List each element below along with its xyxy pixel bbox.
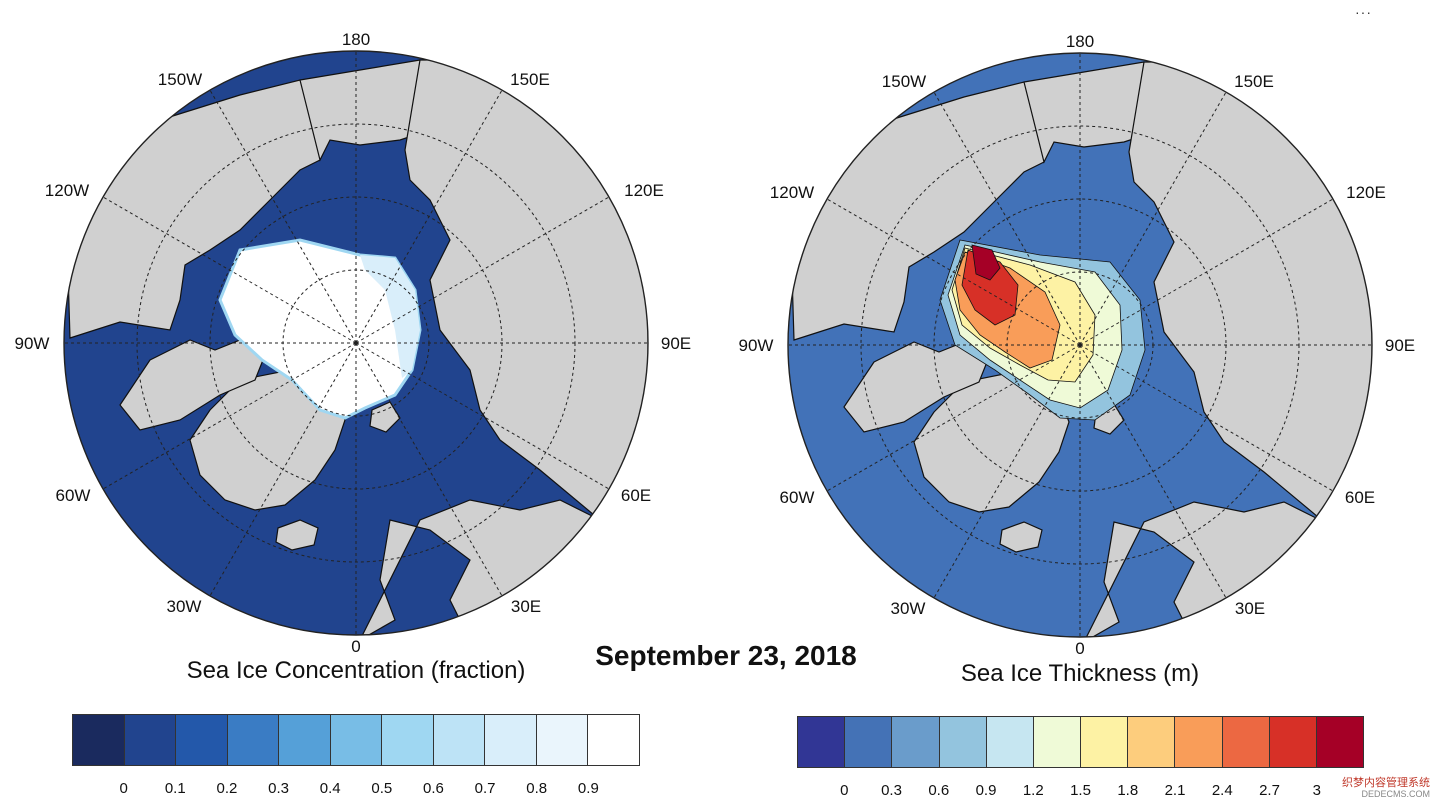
lon-label-180: 180 <box>342 30 370 49</box>
colorbar-swatch <box>382 715 434 765</box>
colorbar-swatch <box>176 715 228 765</box>
colorbar-swatch <box>798 717 846 767</box>
thickness-longitude-labels: 180 150E 120E 90E 60E 30E 0 30W 60W 90W … <box>739 32 1416 658</box>
colorbar-tick-label: 3 <box>1312 782 1321 799</box>
watermark-line1: 织梦内容管理系统 <box>1342 777 1430 789</box>
colorbar-swatch <box>986 717 1034 767</box>
colorbar-swatch <box>124 715 177 765</box>
lon-label-0: 0 <box>351 637 360 656</box>
land-canadian-archipelago <box>843 341 990 433</box>
lon-label-90w: 90W <box>739 336 774 355</box>
colorbar-tick-label: 0.3 <box>881 782 902 799</box>
colorbar-tick-label: 0.3 <box>268 780 289 797</box>
watermark-line2: DEDECMS.COM <box>1361 789 1430 799</box>
colorbar-swatch <box>1033 717 1082 767</box>
thickness-graticule <box>788 53 1372 637</box>
lon-label-90e: 90E <box>661 334 691 353</box>
colorbar-swatch <box>1316 717 1364 767</box>
concentration-graticule <box>64 51 648 635</box>
colorbar-swatch <box>1269 717 1317 767</box>
lon-label-120e: 120E <box>624 181 664 200</box>
watermark: 织梦内容管理系统 DEDECMS.COM <box>1342 778 1430 800</box>
colorbar-tick-label: 0.5 <box>371 780 393 797</box>
lon-label-120e: 120E <box>1346 183 1386 202</box>
thickness-colorbar <box>797 716 1364 768</box>
lon-label-150e: 150E <box>510 70 550 89</box>
colorbar-swatch <box>279 715 331 765</box>
colorbar-swatch <box>73 715 125 765</box>
thickness-map-border <box>787 52 1373 638</box>
land-iceland <box>275 519 319 551</box>
more-options-icon[interactable]: ··· <box>1355 4 1372 20</box>
lon-label-180: 180 <box>1066 32 1094 51</box>
colorbar-tick-label: 2.1 <box>1164 782 1186 799</box>
lon-label-150w: 150W <box>158 70 202 89</box>
colorbar-tick-label: 0.2 <box>216 780 238 797</box>
colorbar-swatch <box>1175 717 1223 767</box>
thickness-title: Sea Ice Thickness (m) <box>960 660 1200 687</box>
colorbar-swatch <box>227 715 280 765</box>
lon-label-60w: 60W <box>56 486 91 505</box>
colorbar-tick-label: 0 <box>840 782 849 799</box>
concentration-title: Sea Ice Concentration (fraction) <box>186 657 526 684</box>
land-iceland <box>999 521 1043 553</box>
colorbar-tick-label: 0.8 <box>526 780 548 797</box>
colorbar-tick-label: 0.4 <box>319 780 341 797</box>
colorbar-tick-label: 1.8 <box>1117 782 1139 799</box>
lon-label-30w: 30W <box>167 597 202 616</box>
thickness-contour-max <box>971 244 1001 281</box>
lon-label-60w: 60W <box>780 488 815 507</box>
colorbar-tick-label: 1.5 <box>1070 782 1091 799</box>
lon-label-90e: 90E <box>1385 336 1415 355</box>
colorbar-swatch <box>433 715 486 765</box>
lon-label-150w: 150W <box>882 72 926 91</box>
lon-label-120w: 120W <box>45 181 89 200</box>
colorbar-tick-label: 0.6 <box>423 780 444 797</box>
land-canadian-archipelago <box>119 339 266 431</box>
colorbar-tick-label: 0.9 <box>975 782 997 799</box>
colorbar-swatch <box>588 715 640 765</box>
colorbar-tick-label: 0.1 <box>164 780 186 797</box>
colorbar-swatch <box>1222 717 1270 767</box>
colorbar-swatch <box>1081 717 1129 767</box>
lon-label-30w: 30W <box>891 599 926 618</box>
colorbar-swatch <box>845 717 893 767</box>
lon-label-60e: 60E <box>1345 488 1375 507</box>
ice-pack-edge <box>360 255 420 378</box>
land-svalbard <box>369 401 401 433</box>
colorbar-swatch <box>536 715 589 765</box>
lon-label-30e: 30E <box>511 597 541 616</box>
concentration-longitude-labels: 180 150E 120E 90E 60E 30E 0 30W 60W 90W … <box>15 30 692 656</box>
colorbar-tick-label: 0 <box>119 780 128 797</box>
lon-label-60e: 60E <box>621 486 651 505</box>
colorbar-tick-label: 2.7 <box>1259 782 1280 799</box>
colorbar-swatch <box>1128 717 1176 767</box>
lon-label-150e: 150E <box>1234 72 1274 91</box>
concentration-map-border <box>63 50 649 636</box>
lon-label-30e: 30E <box>1235 599 1265 618</box>
colorbar-swatch <box>939 717 987 767</box>
colorbar-swatch <box>892 717 940 767</box>
colorbar-swatch <box>485 715 537 765</box>
colorbar-tick-label: 1.2 <box>1022 782 1044 799</box>
lon-label-120w: 120W <box>770 183 814 202</box>
colorbar-swatch <box>330 715 383 765</box>
colorbar-tick-label: 2.4 <box>1211 782 1233 799</box>
lon-label-0: 0 <box>1075 639 1084 658</box>
colorbar-tick-label: 0.9 <box>577 780 599 797</box>
concentration-colorbar <box>72 714 640 766</box>
date-title: September 23, 2018 <box>595 640 857 671</box>
colorbar-tick-label: 0.7 <box>474 780 496 797</box>
lon-label-90w: 90W <box>15 334 50 353</box>
colorbar-tick-label: 0.6 <box>928 782 950 799</box>
